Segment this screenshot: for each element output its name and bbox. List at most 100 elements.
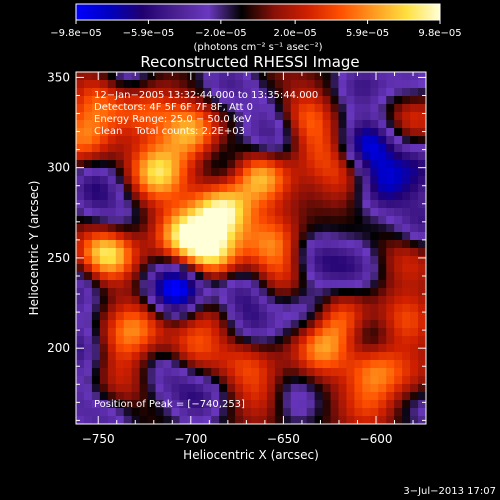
heatmap-cell [251, 344, 260, 353]
heatmap-cell [131, 344, 141, 353]
heatmap-cell [258, 416, 268, 424]
heatmap-cell [282, 224, 292, 233]
heatmap-cell [99, 368, 109, 377]
heatmap-cell [298, 368, 308, 377]
heatmap-cell [235, 280, 244, 289]
heatmap-cell [123, 336, 133, 345]
heatmap-cell [91, 96, 101, 105]
heatmap-cell [378, 224, 387, 233]
heatmap-cell [219, 144, 228, 153]
heatmap-cell [394, 304, 403, 313]
heatmap-cell [76, 136, 85, 145]
heatmap-cell [187, 200, 196, 209]
heatmap-cell [131, 208, 141, 217]
heatmap-cell [131, 272, 141, 281]
heatmap-cell [346, 80, 355, 89]
heatmap-cell [211, 408, 220, 417]
heatmap-cell [354, 336, 363, 345]
heatmap-cell [107, 248, 117, 257]
heatmap-cell [155, 176, 165, 185]
heatmap-cell [370, 296, 379, 305]
heatmap-cell [322, 304, 332, 313]
heatmap-cell [274, 192, 284, 201]
heatmap-cell [139, 232, 149, 241]
heatmap-cell [378, 328, 387, 337]
heatmap-cell [187, 296, 196, 305]
heatmap-cell [386, 232, 395, 241]
heatmap-cell [115, 328, 125, 337]
heatmap-cell [115, 352, 125, 361]
heatmap-cell [203, 200, 212, 209]
heatmap-cell [155, 184, 165, 193]
heatmap-cell [338, 408, 348, 417]
heatmap-cell [298, 176, 308, 185]
heatmap-cell [274, 320, 284, 329]
heatmap-cell [123, 320, 133, 329]
heatmap-cell [370, 416, 379, 424]
heatmap-cell [290, 296, 300, 305]
heatmap-cell [211, 168, 220, 177]
heatmap-cell [187, 216, 196, 225]
heatmap-cell [394, 96, 403, 105]
heatmap-cell [243, 328, 252, 337]
heatmap-cell [402, 192, 411, 201]
heatmap-cell [282, 296, 292, 305]
heatmap-cell [322, 120, 332, 129]
heatmap-cell [354, 224, 363, 233]
heatmap-cell [362, 376, 371, 385]
heatmap-cell [107, 144, 117, 153]
heatmap-cell [394, 416, 403, 424]
heatmap-cell [298, 184, 308, 193]
heatmap-cell [362, 224, 371, 233]
heatmap-cell [139, 256, 149, 265]
heatmap-cell [91, 352, 101, 361]
heatmap-cell [402, 152, 411, 161]
heatmap-cell [107, 184, 117, 193]
heatmap-cell [107, 72, 117, 81]
heatmap-cell [187, 248, 196, 257]
heatmap-cell [418, 176, 426, 185]
heatmap-cell [115, 112, 125, 121]
heatmap-cell [83, 184, 93, 193]
heatmap-cell [163, 168, 173, 177]
heatmap-cell [410, 112, 419, 121]
heatmap-cell [211, 312, 220, 321]
heatmap-cell [195, 88, 204, 97]
heatmap-cell [338, 248, 348, 257]
heatmap-cell [99, 80, 109, 89]
heatmap-cell [115, 400, 125, 409]
heatmap-cell [139, 80, 149, 89]
heatmap-cell [274, 344, 284, 353]
heatmap-cell [258, 208, 268, 217]
heatmap-cell [362, 176, 371, 185]
heatmap-cell [418, 328, 426, 337]
heatmap-cell [195, 128, 204, 137]
heatmap-cell [330, 392, 340, 401]
heatmap-cell [306, 240, 316, 249]
heatmap-cell [139, 416, 149, 424]
heatmap-cell [99, 352, 109, 361]
heatmap-cell [195, 376, 204, 385]
heatmap-cell [314, 288, 324, 297]
heatmap-cell [139, 360, 149, 369]
heatmap-cell [354, 312, 363, 321]
heatmap-cell [187, 144, 196, 153]
heatmap-cell [235, 384, 244, 393]
heatmap-cell [258, 128, 268, 137]
colorbar-ticks: −9.8e−05 −5.9e−05 −2.0e−05 2.0e−05 5.9e−05 9.… [50, 20, 462, 39]
heatmap-cell [139, 152, 149, 161]
heatmap-cell [282, 304, 292, 313]
heatmap-cell [330, 368, 340, 377]
heatmap-cell [211, 376, 220, 385]
heatmap-cell [179, 264, 188, 273]
heatmap-cell [211, 368, 220, 377]
heatmap-cell [362, 272, 371, 281]
heatmap-cell [298, 224, 308, 233]
heatmap-cell [346, 408, 355, 417]
heatmap-cell [410, 176, 419, 185]
heatmap-cell [298, 416, 308, 424]
heatmap-cell [83, 360, 93, 369]
heatmap-cell [243, 264, 252, 273]
heatmap-cell [179, 280, 188, 289]
heatmap-cell [354, 128, 363, 137]
